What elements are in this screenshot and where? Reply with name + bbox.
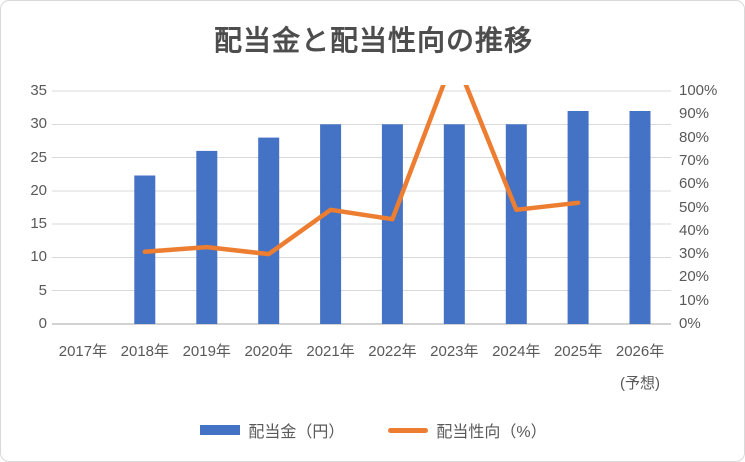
right-tick-20%: 20% — [679, 268, 710, 286]
bar-2023年 — [443, 124, 465, 324]
left-tick-25: 25 — [30, 148, 47, 166]
legend-item-dividend: 配当金（円） — [200, 418, 344, 442]
legend-item-payout-ratio: 配当性向（%） — [388, 418, 547, 442]
right-tick-90%: 90% — [679, 105, 710, 123]
legend-label-payout-ratio: 配当性向（%） — [436, 424, 547, 441]
left-tick-5: 5 — [38, 281, 47, 299]
x-tick-2017年: 2017年 — [58, 343, 108, 360]
x-tick-2021年: 2021年 — [306, 343, 355, 360]
right-tick-80%: 80% — [679, 128, 710, 146]
legend-label-dividend: 配当金（円） — [248, 424, 345, 441]
x-tick-2024年: 2024年 — [492, 343, 541, 360]
x-tick-2023年: 2023年 — [430, 343, 479, 360]
right-tick-10%: 10% — [679, 291, 710, 309]
right-tick-50%: 50% — [679, 198, 710, 216]
right-tick-0%: 0% — [679, 315, 701, 332]
x-tick-2020年: 2020年 — [244, 343, 293, 360]
bar-2021年 — [320, 124, 342, 324]
bar-2020年 — [258, 137, 280, 324]
bar-series-swatch-icon — [200, 425, 241, 435]
right-tick-70%: 70% — [679, 151, 710, 169]
bar-2024年 — [505, 124, 527, 324]
bar-2019年 — [196, 150, 218, 324]
left-tick-35: 35 — [30, 82, 47, 99]
plot-area — [52, 85, 671, 325]
right-tick-40%: 40% — [679, 221, 710, 239]
left-tick-15: 15 — [30, 215, 47, 233]
x-sub-label-forecast: (予想) — [620, 375, 661, 392]
left-tick-10: 10 — [30, 248, 47, 266]
legend: 配当金（円） 配当性向（%） — [1, 418, 744, 442]
chart-title: 配当金と配当性向の推移 — [213, 25, 533, 56]
bar-2025年 — [567, 111, 589, 324]
left-tick-0: 0 — [38, 315, 47, 332]
payout-ratio-line — [142, 85, 581, 257]
bar-2026年 — [629, 111, 651, 324]
right-tick-30%: 30% — [679, 245, 710, 263]
bar-2022年 — [381, 124, 403, 324]
x-tick-2025年: 2025年 — [553, 343, 603, 360]
left-tick-20: 20 — [30, 181, 47, 199]
x-tick-2022年: 2022年 — [368, 343, 417, 360]
right-tick-60%: 60% — [679, 175, 710, 193]
x-tick-2018年: 2018年 — [120, 343, 170, 360]
line-series-swatch-icon — [388, 427, 429, 433]
x-tick-2026年: 2026年 — [615, 343, 665, 360]
x-tick-2019年: 2019年 — [182, 343, 231, 360]
right-tick-100%: 100% — [679, 82, 718, 99]
left-tick-30: 30 — [30, 115, 47, 133]
